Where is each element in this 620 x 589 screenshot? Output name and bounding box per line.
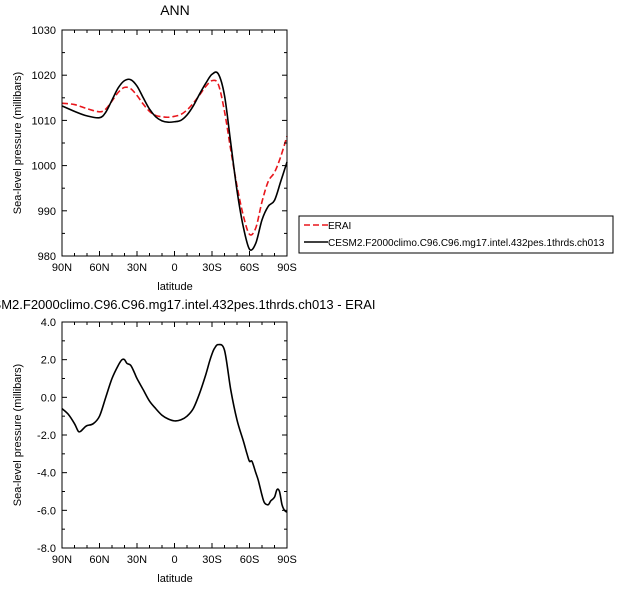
top-y-tick-label: 990 <box>38 206 56 218</box>
bottom-x-axis-label: latitude <box>157 573 192 585</box>
bottom-y-tick-label: -8.0 <box>37 543 56 555</box>
top-x-axis-label: latitude <box>157 281 192 293</box>
top-plot-frame <box>61 29 288 257</box>
bottom-x-tick-label: 0 <box>171 554 177 566</box>
bottom-series-line-difference <box>61 343 288 513</box>
bottom-x-tick-label: 60S <box>240 554 260 566</box>
bottom-y-tick-label: -2.0 <box>37 430 56 442</box>
bottom-panel: CESM2.F2000climo.C96.C96.mg17.intel.432p… <box>0 297 376 585</box>
top-panel: ANN 90N 60N 30N 0 30S 60S 90S 980 990 1000 1010 102… <box>12 2 297 293</box>
top-x-tick-label: 30S <box>202 262 222 274</box>
bottom-chart-title: CESM2.F2000climo.C96.C96.mg17.intel.432p… <box>0 297 376 312</box>
legend-label-erai: ERAI <box>328 221 351 232</box>
bottom-x-tick-label: 30S <box>202 554 222 566</box>
legend: ERAI CESM2.F2000climo.C96.C96.mg17.intel… <box>298 215 614 254</box>
bottom-x-tick-label: 90S <box>277 554 297 566</box>
legend-box <box>298 215 614 254</box>
top-y-tick-label: 1010 <box>32 115 56 127</box>
top-y-tick-label: 1000 <box>32 161 56 173</box>
bottom-y-tick-label: 0.0 <box>41 392 56 404</box>
top-x-tick-label: 30N <box>127 262 147 274</box>
top-y-axis-label: Sea-level pressure (millibars) <box>12 72 24 214</box>
bottom-y-tick-label: -6.0 <box>37 505 56 517</box>
top-x-tick-label: 90N <box>52 262 72 274</box>
top-series-line-erai <box>61 79 288 236</box>
top-x-tick-label: 0 <box>171 262 177 274</box>
top-y-tick-label: 1020 <box>32 70 56 82</box>
top-y-tick-label: 1030 <box>32 25 56 37</box>
bottom-x-tick-label: 60N <box>89 554 109 566</box>
bottom-y-axis-label: Sea-level pressure (millibars) <box>12 364 24 506</box>
top-x-tick-label: 90S <box>277 262 297 274</box>
top-x-tick-label: 60S <box>240 262 260 274</box>
bottom-plot-frame <box>61 321 288 549</box>
bottom-y-tick-label: -4.0 <box>37 468 56 480</box>
bottom-y-tick-label: 2.0 <box>41 355 56 367</box>
legend-label-model: CESM2.F2000climo.C96.C96.mg17.intel.432p… <box>328 238 605 249</box>
top-x-tick-label: 60N <box>89 262 109 274</box>
bottom-x-tick-label: 30N <box>127 554 147 566</box>
top-y-tick-label: 980 <box>38 251 56 263</box>
top-chart-title: ANN <box>160 2 190 18</box>
top-series-line-model <box>61 71 288 251</box>
bottom-x-tick-label: 90N <box>52 554 72 566</box>
bottom-y-tick-label: 4.0 <box>41 317 56 329</box>
